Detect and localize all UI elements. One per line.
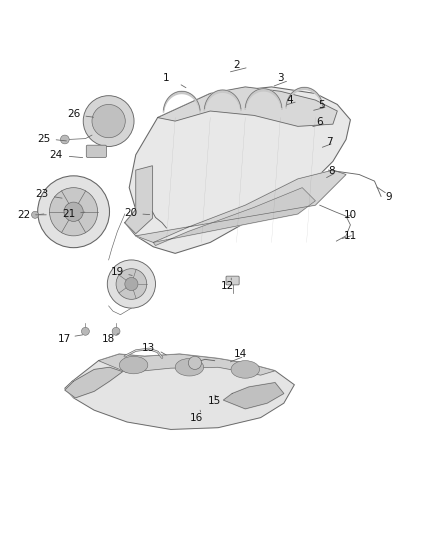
Circle shape bbox=[112, 327, 120, 335]
Text: 1: 1 bbox=[163, 73, 170, 83]
Circle shape bbox=[38, 176, 110, 248]
Circle shape bbox=[107, 260, 155, 308]
Polygon shape bbox=[65, 367, 123, 398]
Circle shape bbox=[188, 356, 201, 369]
Text: 22: 22 bbox=[18, 210, 31, 220]
Text: 23: 23 bbox=[35, 189, 48, 199]
Text: 7: 7 bbox=[326, 136, 333, 147]
Text: 16: 16 bbox=[190, 413, 203, 423]
Circle shape bbox=[83, 96, 134, 147]
Ellipse shape bbox=[175, 359, 204, 376]
Text: 20: 20 bbox=[124, 208, 137, 218]
Text: 19: 19 bbox=[111, 266, 124, 277]
Text: 3: 3 bbox=[277, 73, 284, 83]
Text: 5: 5 bbox=[318, 100, 325, 110]
Polygon shape bbox=[286, 87, 323, 109]
Ellipse shape bbox=[119, 356, 148, 374]
Text: 12: 12 bbox=[221, 281, 234, 291]
Text: 25: 25 bbox=[37, 134, 50, 143]
Text: 15: 15 bbox=[208, 397, 221, 406]
Circle shape bbox=[125, 278, 138, 290]
Circle shape bbox=[49, 188, 98, 236]
Circle shape bbox=[81, 327, 89, 335]
Text: 10: 10 bbox=[344, 210, 357, 220]
Polygon shape bbox=[205, 90, 241, 111]
Circle shape bbox=[64, 202, 83, 221]
Circle shape bbox=[92, 104, 125, 138]
Circle shape bbox=[32, 211, 39, 219]
Text: 8: 8 bbox=[328, 166, 336, 176]
Polygon shape bbox=[65, 354, 294, 430]
Text: 2: 2 bbox=[233, 60, 240, 70]
Circle shape bbox=[60, 135, 69, 144]
Text: 24: 24 bbox=[49, 150, 63, 160]
Text: 13: 13 bbox=[142, 343, 155, 352]
Polygon shape bbox=[136, 170, 346, 243]
Text: 17: 17 bbox=[58, 334, 71, 344]
Polygon shape bbox=[163, 91, 200, 112]
Text: 14: 14 bbox=[233, 349, 247, 359]
Text: 26: 26 bbox=[67, 109, 80, 119]
Polygon shape bbox=[153, 188, 315, 246]
FancyBboxPatch shape bbox=[86, 145, 106, 157]
Text: 11: 11 bbox=[344, 231, 357, 241]
Text: 9: 9 bbox=[385, 192, 392, 203]
Polygon shape bbox=[158, 87, 337, 126]
Text: 18: 18 bbox=[102, 334, 115, 344]
Text: 4: 4 bbox=[286, 95, 293, 105]
FancyBboxPatch shape bbox=[226, 276, 239, 285]
Circle shape bbox=[116, 269, 147, 300]
Ellipse shape bbox=[231, 361, 259, 378]
Polygon shape bbox=[125, 166, 152, 233]
Polygon shape bbox=[99, 354, 275, 375]
Text: 6: 6 bbox=[316, 117, 323, 127]
Polygon shape bbox=[245, 88, 282, 110]
Polygon shape bbox=[223, 383, 284, 409]
Polygon shape bbox=[125, 87, 350, 253]
Text: 21: 21 bbox=[63, 209, 76, 219]
